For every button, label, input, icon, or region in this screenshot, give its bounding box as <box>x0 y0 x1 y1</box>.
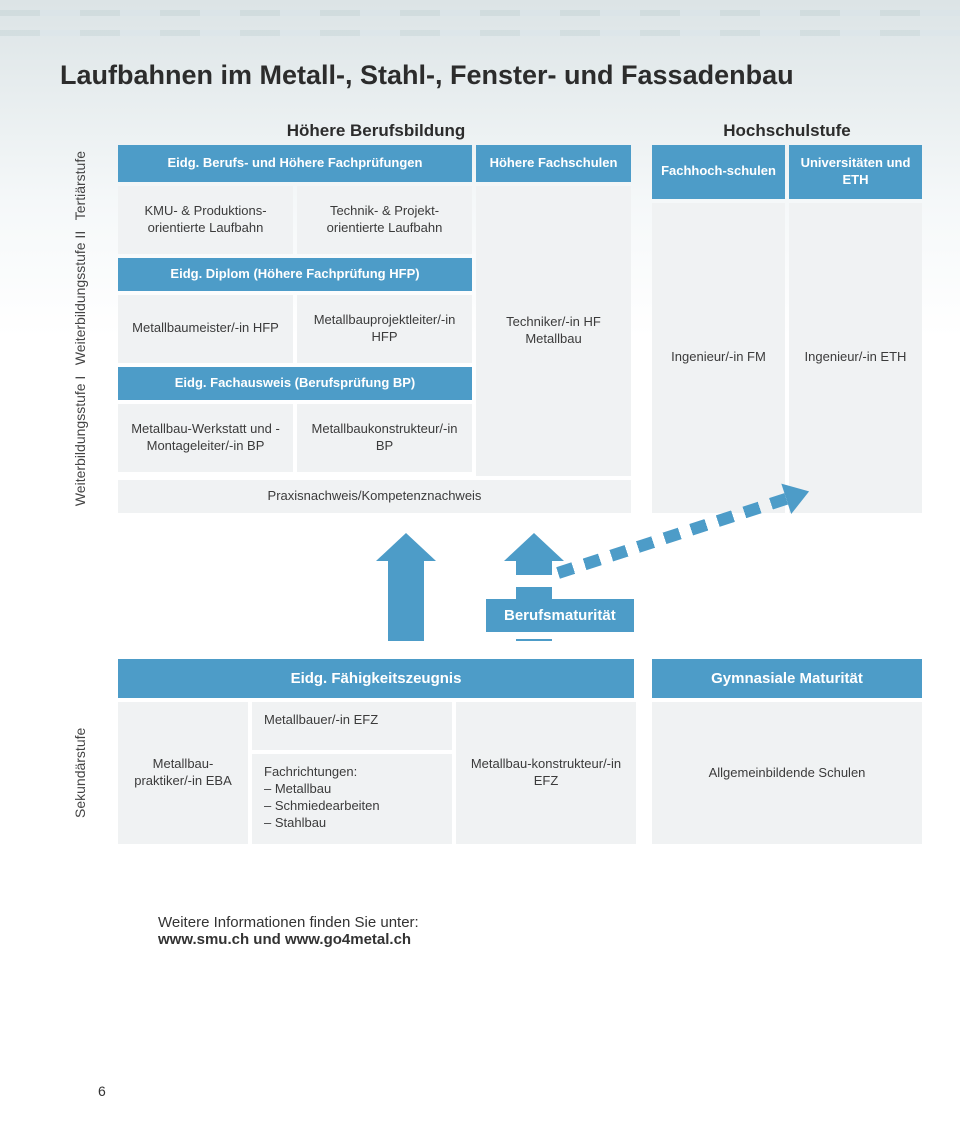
hochschule-grid: Fachhoch-schulen Universitäten und ETH I… <box>652 145 922 513</box>
page: Laufbahnen im Metall-, Stahl-, Fenster- … <box>0 0 960 978</box>
cell-universitaeten: Universitäten und ETH <box>789 145 922 199</box>
bb-head-fachschulen: Höhere Fachschulen <box>476 145 631 182</box>
page-number: 6 <box>98 1083 106 1099</box>
tertiaer-row: Tertiärstufe Weiterbildungsstufe II Weit… <box>60 145 900 513</box>
band-fachausweis: Eidg. Fachausweis (Berufsprüfung BP) <box>118 367 472 400</box>
cell-werkstatt-bp: Metallbau-Werkstatt und -Montageleiter/-… <box>118 404 293 472</box>
footer: Weitere Informationen finden Sie unter: … <box>158 914 900 948</box>
header-berufsbildung: Höhere Berufsbildung <box>118 121 634 141</box>
berufsbildung-grid: Eidg. Berufs- und Höhere Fachprüfungen H… <box>118 145 634 513</box>
cell-konstrukteur-bp: Metallbaukonstrukteur/-in BP <box>297 404 472 472</box>
cell-ingenieur-fm: Ingenieur/-in FM <box>652 203 785 513</box>
cell-fachhochschulen: Fachhoch-schulen <box>652 145 785 199</box>
vertical-labels: Tertiärstufe Weiterbildungsstufe II Weit… <box>60 145 100 513</box>
sekundaer-head: Eidg. Fähigkeitszeugnis Gymnasiale Matur… <box>60 659 900 699</box>
page-title: Laufbahnen im Metall-, Stahl-, Fenster- … <box>60 60 900 91</box>
footer-line2: www.smu.ch und www.go4metal.ch <box>158 931 900 948</box>
band-praxis: Praxisnachweis/Kompetenznachweis <box>118 480 631 513</box>
badge-berufsmaturitaet: Berufsmaturität <box>486 599 634 632</box>
header-hochschule: Hochschulstufe <box>652 121 922 141</box>
band-faehigkeitszeugnis: Eidg. Fähigkeitszeugnis <box>118 659 634 699</box>
sekundaer-row: Sekundärstufe Metallbau-praktiker/-in EB… <box>60 702 900 844</box>
cell-konstrukteur-efz: Metallbau-konstrukteur/-in EFZ <box>456 702 636 844</box>
cell-fachrichtungen: Fachrichtungen: – Metallbau – Schmiedear… <box>252 754 452 844</box>
vlabel-tertiaer: Tertiärstufe <box>60 145 100 226</box>
vlabel-wb2: Weiterbildungsstufe II <box>60 226 100 369</box>
vlabel-sekundaer: Sekundärstufe <box>60 702 100 844</box>
cell-kmu-laufbahn: KMU- & Produktions-orientierte Laufbahn <box>118 186 293 254</box>
bb-head-pruefungen: Eidg. Berufs- und Höhere Fachprüfungen <box>118 145 472 182</box>
arrow-up-solid <box>388 533 436 641</box>
cell-meister-hfp: Metallbaumeister/-in HFP <box>118 295 293 363</box>
cell-allgemeinbildende: Allgemeinbildende Schulen <box>652 702 922 844</box>
band-diplom: Eidg. Diplom (Höhere Fachprüfung HFP) <box>118 258 472 291</box>
cell-projektleiter-hfp: Metallbauprojektleiter/-in HFP <box>297 295 472 363</box>
efz-grid: Metallbau-praktiker/-in EBA Metallbauer/… <box>118 702 634 844</box>
cell-technik-laufbahn: Technik- & Projekt-orientierte Laufbahn <box>297 186 472 254</box>
cell-praktiker-eba: Metallbau-praktiker/-in EBA <box>118 702 248 844</box>
section-headers: Höhere Berufsbildung Hochschulstufe <box>60 121 900 141</box>
vlabel-wb1: Weiterbildungsstufe I <box>60 369 100 512</box>
cell-metallbauer-efz-head: Metallbauer/-in EFZ <box>252 702 452 750</box>
footer-line1: Weitere Informationen finden Sie unter: <box>158 914 900 931</box>
cell-techniker-hf: Techniker/-in HF Metallbau <box>476 186 631 476</box>
arrow-zone: Berufsmaturität <box>118 521 904 641</box>
cell-ingenieur-eth: Ingenieur/-in ETH <box>789 203 922 513</box>
band-gymnasiale-maturitaet: Gymnasiale Maturität <box>652 659 922 699</box>
